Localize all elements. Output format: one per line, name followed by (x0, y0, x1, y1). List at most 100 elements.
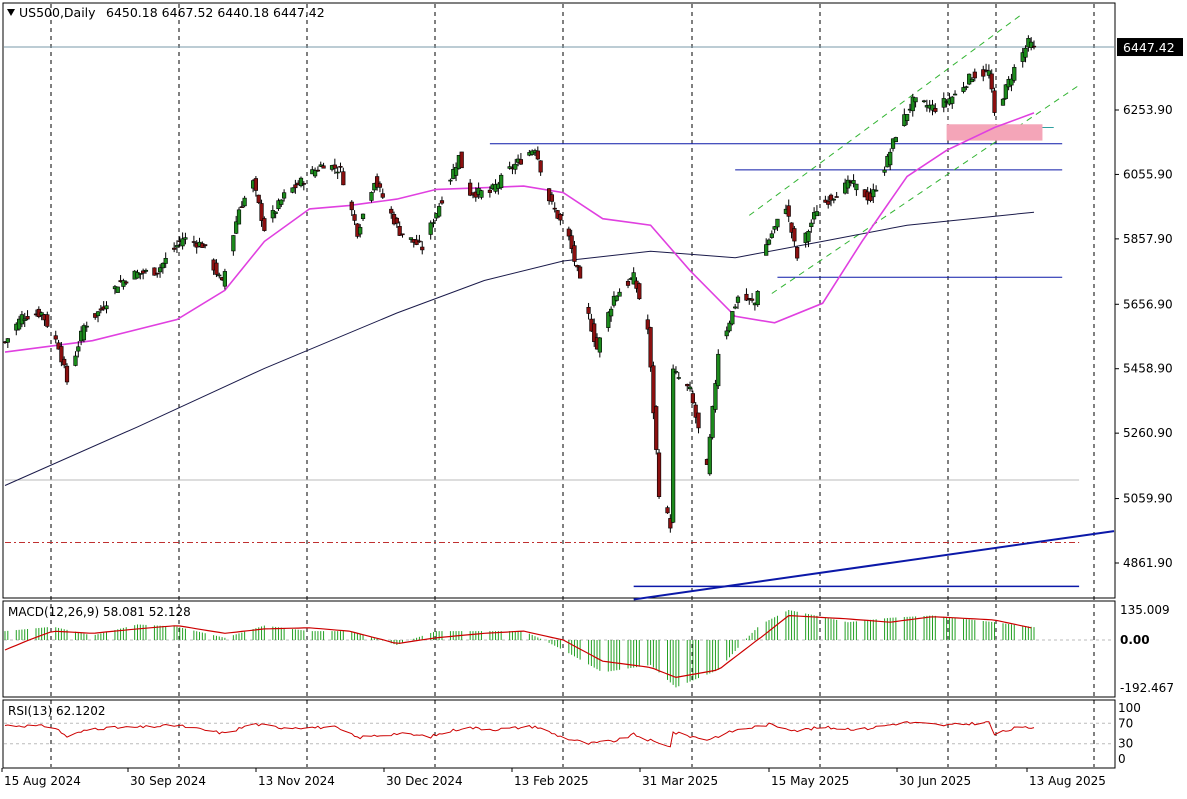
candle (459, 151, 464, 169)
candle (693, 401, 698, 424)
candle-body (795, 247, 800, 259)
candle (408, 237, 414, 243)
candle-body (155, 272, 160, 275)
candle (270, 205, 275, 223)
candle-body (256, 194, 261, 203)
candle (279, 199, 284, 208)
current-price-badge (1117, 38, 1183, 57)
candle-body (98, 308, 103, 311)
candle (834, 191, 839, 198)
candle (905, 114, 910, 126)
candle-body (713, 383, 718, 410)
candle-body (834, 196, 839, 198)
candle (234, 215, 239, 235)
price-tick-label: 5059.90 (1123, 492, 1173, 506)
candle (262, 216, 267, 232)
candle (744, 288, 749, 301)
candle-body (685, 383, 690, 387)
candle (890, 138, 896, 152)
triangle-down-icon[interactable] (7, 9, 15, 16)
symbol-label: US500,Daily (19, 5, 96, 20)
candle-body (121, 280, 126, 287)
candle (203, 244, 208, 249)
candle (930, 99, 935, 116)
candle (256, 194, 261, 205)
candle (1031, 40, 1037, 50)
candle (1012, 64, 1017, 83)
candle-body (183, 237, 188, 240)
candle (25, 310, 30, 321)
candle (242, 195, 247, 208)
candle (191, 235, 196, 247)
candle-body (389, 208, 394, 214)
candle-body (874, 189, 879, 192)
candle (163, 252, 168, 268)
candle (448, 178, 453, 185)
candle-body (315, 169, 321, 172)
ohlc-label: 6450.18 6467.52 6440.18 6447.42 (106, 5, 325, 20)
candle-body (380, 193, 385, 198)
candle-body (769, 233, 774, 238)
candle-body (890, 138, 896, 149)
candle (893, 136, 898, 143)
candle-body (592, 323, 597, 343)
candle (479, 189, 484, 200)
candle-body (716, 353, 721, 387)
candle-body (84, 325, 89, 328)
candle (124, 280, 129, 286)
candle (338, 162, 343, 173)
candle-body (690, 393, 695, 404)
candle (172, 242, 177, 253)
candle-body (439, 200, 445, 204)
candle-body (293, 184, 298, 189)
candle-body (191, 241, 196, 243)
candle (431, 218, 436, 228)
candle (769, 230, 774, 239)
candle-body (905, 114, 910, 121)
candle-body (499, 174, 504, 189)
candle-body (56, 342, 61, 350)
candle (439, 196, 445, 205)
candle (236, 207, 242, 225)
candle (981, 65, 986, 82)
candle-body (735, 296, 741, 303)
candle (913, 97, 918, 108)
candle-body (59, 346, 64, 363)
candle (369, 191, 374, 203)
candle (104, 301, 109, 314)
candle-body (408, 237, 414, 240)
candle-body (1009, 78, 1014, 86)
candle (487, 186, 492, 198)
candle (676, 372, 681, 380)
candle (786, 199, 791, 223)
candle (775, 218, 780, 231)
candle-body (755, 291, 760, 306)
candle-body (214, 262, 219, 275)
macd-scale-label: 135.009 (1120, 603, 1170, 617)
candle (795, 245, 800, 261)
candle-body (259, 203, 264, 221)
candle-body (871, 189, 876, 198)
candle-body (586, 306, 591, 314)
candle-body (651, 365, 656, 414)
candle (273, 211, 278, 219)
candle-body (375, 176, 380, 188)
candle-body (431, 222, 436, 224)
candle-body (730, 311, 735, 325)
candle (380, 188, 385, 199)
candle (468, 179, 473, 197)
candle (851, 174, 856, 188)
candle (625, 278, 631, 289)
candle (62, 356, 67, 369)
rsi-scale-label: 70 (1118, 716, 1133, 730)
candle (772, 225, 777, 234)
candle-body (468, 182, 473, 196)
candle-body (22, 318, 27, 321)
candle (420, 241, 425, 255)
candle (39, 311, 44, 321)
candle (558, 213, 563, 226)
candle-body (53, 335, 58, 340)
candle-body (487, 189, 492, 193)
